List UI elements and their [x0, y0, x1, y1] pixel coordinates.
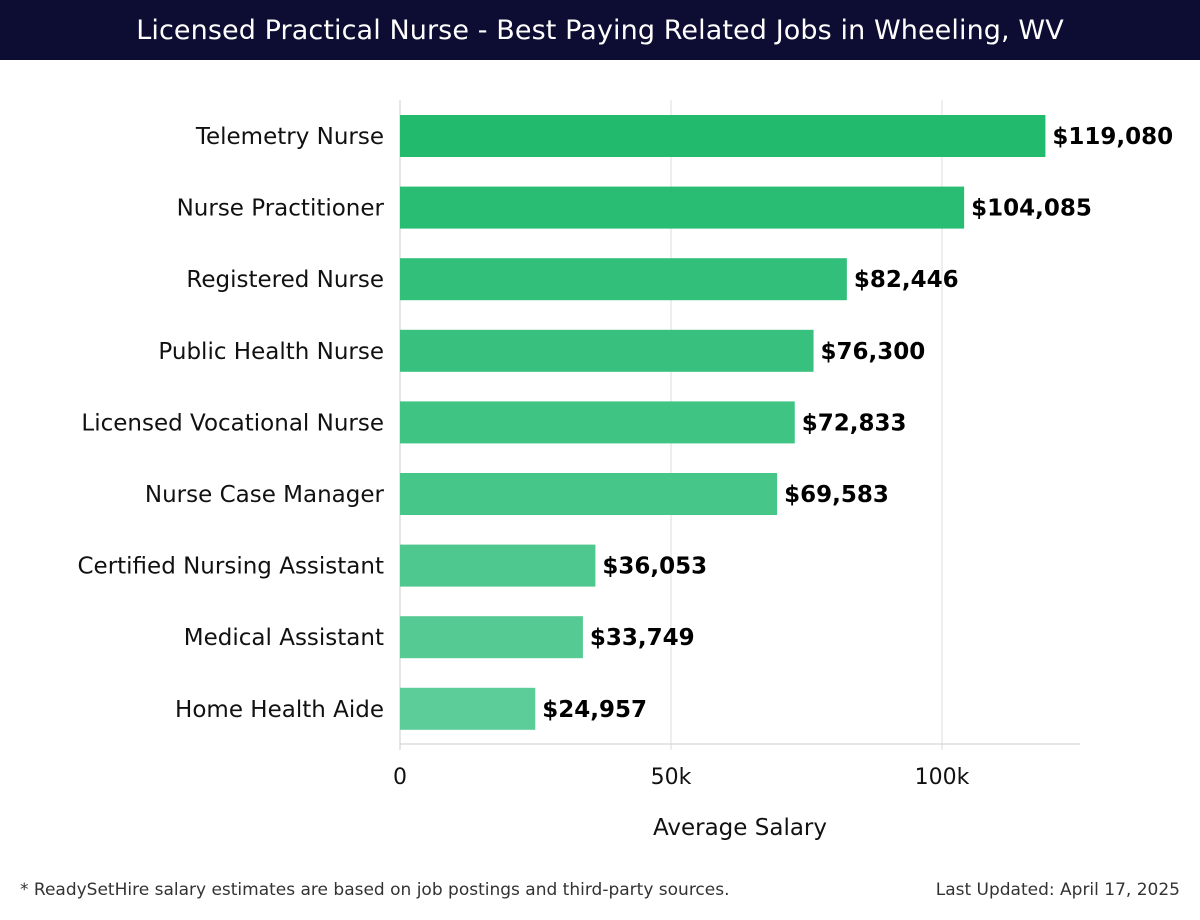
category-label: Licensed Vocational Nurse — [81, 410, 384, 436]
bar — [400, 115, 1046, 157]
category-label: Home Health Aide — [175, 697, 384, 723]
bar — [400, 544, 596, 587]
bar — [400, 616, 583, 659]
data-label: $33,749 — [590, 625, 695, 651]
data-label: $69,583 — [784, 482, 889, 508]
category-label: Nurse Practitioner — [177, 196, 385, 222]
bar — [400, 401, 795, 444]
bar — [400, 473, 778, 515]
data-label: $104,085 — [971, 196, 1092, 222]
data-label: $24,957 — [542, 697, 647, 723]
category-label: Medical Assistant — [184, 625, 384, 651]
bar-chart: Telemetry Nurse $119,080 Nurse Practitione… — [77, 100, 1173, 841]
data-label: $76,300 — [821, 339, 926, 365]
title-bar: Licensed Practical Nurse - Best Paying R… — [0, 0, 1200, 60]
data-label: $36,053 — [602, 554, 707, 580]
bar — [400, 329, 814, 372]
last-updated: Last Updated: April 17, 2025 — [935, 880, 1180, 900]
bar — [400, 258, 847, 301]
category-label: Certified Nursing Assistant — [77, 554, 384, 580]
source-note: * ReadySetHire salary estimates are base… — [20, 880, 730, 900]
chart-title: Licensed Practical Nurse - Best Paying R… — [136, 14, 1064, 46]
x-axis-title: Average Salary — [653, 815, 827, 841]
data-label: $119,080 — [1052, 124, 1173, 150]
category-label: Public Health Nurse — [158, 339, 384, 365]
data-label: $82,446 — [854, 267, 959, 293]
category-label: Registered Nurse — [186, 267, 384, 293]
category-label: Telemetry Nurse — [195, 124, 384, 150]
x-tick-label: 100k — [915, 765, 970, 790]
data-label: $72,833 — [802, 410, 907, 436]
category-label: Nurse Case Manager — [145, 482, 385, 508]
x-tick-label: 0 — [393, 765, 407, 790]
x-tick-label: 50k — [651, 765, 692, 790]
bar — [400, 687, 536, 730]
bar — [400, 186, 965, 229]
